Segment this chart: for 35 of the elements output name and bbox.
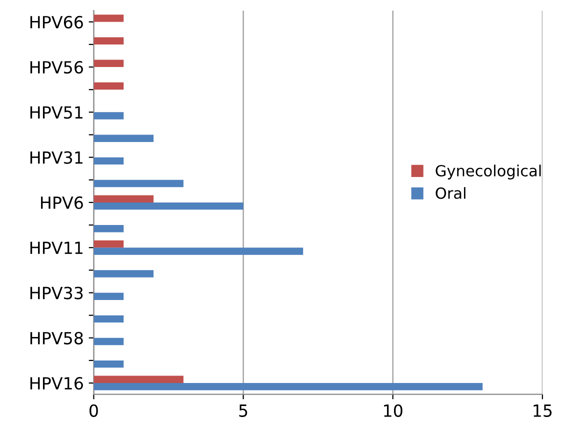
bar bbox=[94, 37, 124, 44]
x-tick-label: 10 bbox=[384, 404, 402, 417]
legend-label: Gynecological bbox=[436, 164, 541, 180]
bar bbox=[94, 376, 184, 384]
y-tick-label: HPV58 bbox=[30, 332, 83, 344]
bar bbox=[94, 14, 124, 22]
bar bbox=[94, 225, 124, 232]
bar bbox=[94, 383, 483, 390]
bar bbox=[94, 292, 124, 300]
y-tick-label: HPV33 bbox=[30, 286, 83, 300]
y-tick-label: HPV56 bbox=[30, 60, 83, 74]
y-tick-label: HPV11 bbox=[30, 242, 82, 254]
y-tick-label: HPV51 bbox=[30, 106, 82, 119]
bar bbox=[94, 338, 124, 346]
y-tick-label: HPV66 bbox=[30, 16, 83, 28]
y-tick-label: HPV31 bbox=[30, 151, 82, 164]
bar bbox=[94, 315, 124, 323]
bar bbox=[94, 202, 244, 210]
bar bbox=[94, 270, 154, 278]
bar bbox=[94, 157, 124, 165]
x-tick-label: 0 bbox=[90, 404, 98, 417]
bar bbox=[94, 240, 124, 248]
bar bbox=[94, 134, 154, 142]
legend-label: Oral bbox=[436, 187, 466, 199]
x-tick-label: 5 bbox=[239, 404, 248, 417]
bar bbox=[94, 248, 304, 255]
x-tick-label: 15 bbox=[534, 404, 552, 417]
bar bbox=[94, 60, 124, 68]
bar bbox=[94, 112, 124, 120]
bar bbox=[94, 360, 124, 368]
bar bbox=[94, 180, 184, 188]
bar bbox=[94, 82, 124, 90]
y-tick-label: HPV6 bbox=[41, 196, 83, 210]
bar bbox=[94, 195, 154, 202]
y-tick-label: HPV16 bbox=[30, 376, 83, 390]
